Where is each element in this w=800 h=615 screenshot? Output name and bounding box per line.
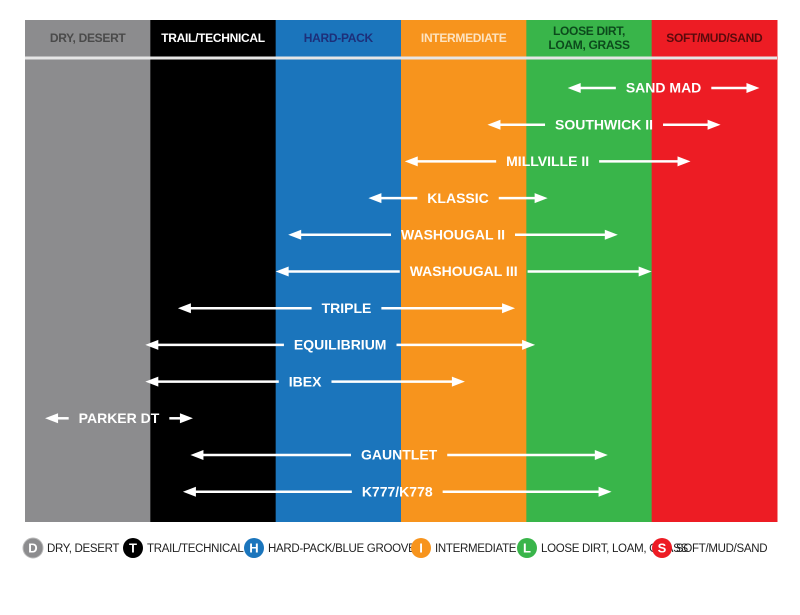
arrow-head (598, 486, 612, 497)
tire-name: KLASSIC (427, 190, 488, 206)
tire-range-arrow (177, 303, 516, 314)
column-header: TRAIL/TECHNICAL (161, 31, 265, 45)
legend-letter: H (249, 540, 258, 555)
arrow-head (190, 450, 204, 460)
tire-range-arrow (288, 229, 618, 240)
arrow-head (288, 229, 302, 240)
legend-label: LOOSE DIRT, LOAM, GRASS (541, 543, 689, 555)
arrow-head (746, 83, 760, 93)
arrow-head (275, 266, 289, 277)
tire-range-arrow (275, 266, 652, 277)
legend-label: INTERMEDIATE (435, 543, 517, 555)
tire-range-arrow (190, 450, 608, 460)
arrow-head (179, 413, 193, 424)
arrow-head (522, 339, 536, 350)
tire-name: SAND MAD (626, 80, 701, 96)
tire-name: TRIPLE (322, 300, 372, 316)
tire-name: WASHOUGAL III (410, 263, 518, 279)
legend-label: SOFT/MUD/SAND (676, 543, 767, 555)
arrow-head (45, 413, 59, 424)
terrain-column (651, 20, 778, 522)
tire-name: PARKER DT (79, 410, 160, 426)
tire-range-arrow (368, 193, 548, 204)
legend-letter: I (419, 540, 423, 555)
legend-letter: T (129, 540, 137, 555)
tire-name: GAUNTLET (361, 447, 438, 463)
legend-circle (517, 538, 537, 558)
column-header: LOOSE DIRT, LOAM, GRASS (548, 24, 630, 52)
legend-label: DRY, DESERT (47, 543, 119, 555)
legend-circle (123, 538, 143, 558)
arrow-head (451, 376, 465, 387)
arrow-head (677, 156, 691, 167)
legend-circle (652, 538, 672, 558)
tire-name: K777/K778 (362, 483, 433, 499)
legend-letter: L (523, 540, 531, 555)
column-header: SOFT/MUD/SAND (666, 31, 763, 45)
terrain-column (401, 20, 527, 522)
arrow-head (404, 156, 418, 167)
legend-circle (244, 538, 264, 558)
arrow-head (182, 486, 196, 497)
arrow-head (604, 229, 618, 240)
arrow-head (145, 339, 159, 350)
tire-name: MILLVILLE II (506, 153, 589, 169)
arrow-head (534, 193, 548, 204)
arrow-head (487, 119, 501, 130)
legend-letter: D (28, 540, 37, 555)
terrain-column (150, 20, 277, 522)
column-header: DRY, DESERT (50, 31, 127, 45)
legend-label: TRAIL/TECHNICAL (147, 543, 244, 555)
tire-range-arrow (145, 376, 465, 387)
terrain-column (25, 20, 151, 522)
tire-name: EQUILIBRIUM (294, 337, 387, 353)
tire-name: IBEX (289, 373, 322, 389)
column-header: HARD-PACK (304, 31, 374, 45)
column-header-line: LOAM, GRASS (548, 38, 630, 52)
tire-range-arrow (404, 156, 691, 167)
legend-circle (411, 538, 431, 558)
legend-circle (22, 537, 44, 559)
arrow-head (177, 303, 191, 314)
legend-label: HARD-PACK/BLUE GROOVE (268, 543, 416, 555)
tire-range-arrow (182, 486, 612, 497)
tire-range-arrow (145, 339, 536, 350)
tire-range-arrow (45, 413, 193, 424)
arrow-head (145, 376, 159, 387)
column-header-line: LOOSE DIRT, (553, 24, 625, 38)
arrow-head (502, 303, 516, 314)
arrow-head (567, 83, 581, 93)
tire-range-arrow (567, 83, 760, 93)
tire-name: WASHOUGAL II (401, 227, 505, 243)
column-header: INTERMEDIATE (421, 31, 507, 45)
tire-name: SOUTHWICK II (555, 116, 653, 132)
arrow-head (707, 119, 721, 130)
arrow-head (638, 266, 652, 277)
tire-range-arrow (487, 119, 721, 130)
arrow-head (594, 450, 608, 460)
legend-letter: S (658, 540, 667, 555)
arrow-head (368, 193, 382, 204)
